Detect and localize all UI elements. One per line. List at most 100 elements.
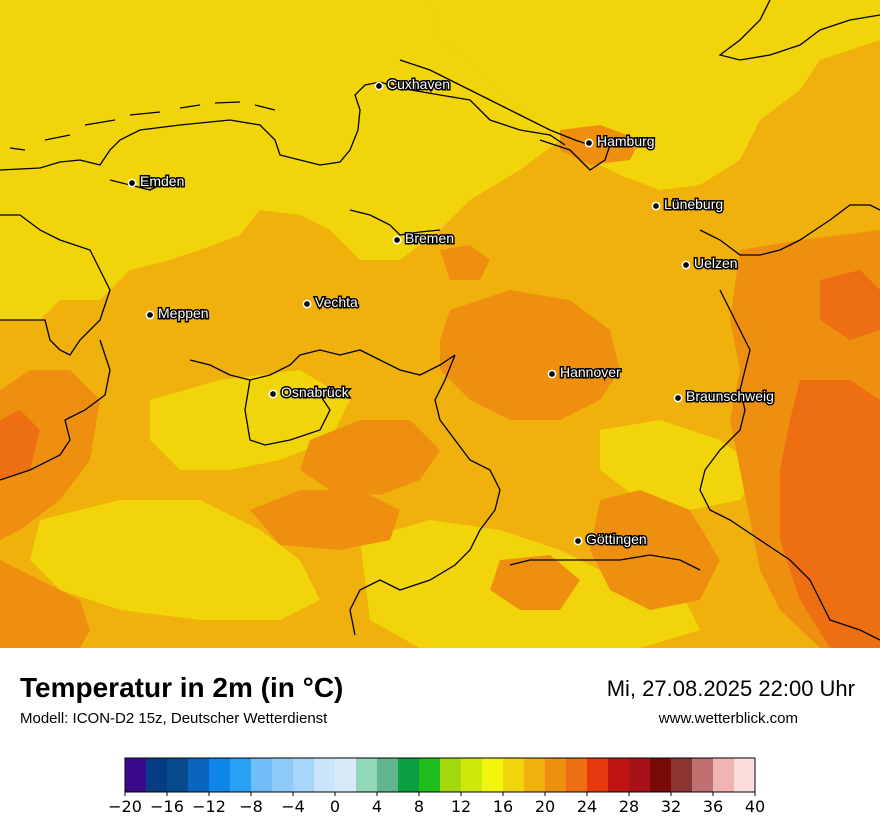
city-cuxhaven: Cuxhaven <box>374 75 452 94</box>
legend-swatch <box>692 758 714 792</box>
legend-swatch <box>146 758 168 792</box>
city-label: Vechta <box>315 294 358 310</box>
legend-swatch <box>419 758 441 792</box>
city-dot <box>681 260 691 270</box>
legend-tick-label: 28 <box>619 797 639 816</box>
city-dot <box>651 201 661 211</box>
website-link[interactable]: www.wetterblick.com <box>658 710 798 727</box>
legend-tick-label: −16 <box>150 797 184 816</box>
legend-swatch <box>482 758 504 792</box>
elbe-river <box>399 59 591 146</box>
legend-tick-label: 0 <box>330 797 340 816</box>
forecast-datetime: Mi, 27.08.2025 22:00 Uhr <box>606 676 855 701</box>
legend-tick-label: 8 <box>414 797 424 816</box>
city-label: Hamburg <box>597 133 655 149</box>
legend-tick-label: 32 <box>661 797 681 816</box>
city-vechta: Vechta <box>302 293 360 312</box>
model-source: Modell: ICON-D2 15z, Deutscher Wetterdie… <box>20 710 328 727</box>
map-canvas: Cuxhaven Hamburg Emden Lüneburg Bremen Uelzen… <box>0 0 880 648</box>
city-label: Lüneburg <box>664 196 723 212</box>
southeast-hot-zone <box>780 380 880 648</box>
city-meppen: Meppen <box>145 304 210 323</box>
legend-swatch <box>209 758 231 792</box>
temperature-map: Cuxhaven Hamburg Emden Lüneburg Bremen Uelzen… <box>0 0 880 648</box>
nrw-border-south <box>349 354 501 636</box>
northeast-zone <box>430 0 880 190</box>
central-south-zone <box>30 500 320 620</box>
legend-swatch <box>545 758 567 792</box>
hesse-border <box>509 554 701 571</box>
central-west-zone <box>150 370 350 470</box>
legend-tick-label: −4 <box>281 797 305 816</box>
legend-swatch <box>440 758 462 792</box>
east-frisian-islands <box>9 101 276 151</box>
city-label: Osnabrück <box>281 384 350 400</box>
political-borders <box>0 0 880 641</box>
legend-swatch <box>188 758 210 792</box>
legend-tick-label: 4 <box>372 797 382 816</box>
legend-tick-label: 16 <box>493 797 513 816</box>
city-label: Bremen <box>405 230 454 246</box>
legend-swatch <box>251 758 273 792</box>
legend-swatch <box>671 758 693 792</box>
hamburg-warm-zone <box>560 125 640 165</box>
legend-swatch <box>356 758 378 792</box>
central-warm-zone <box>250 490 400 550</box>
southwest-hot-spot <box>0 410 40 480</box>
legend-tick-label: −12 <box>192 797 226 816</box>
temperature-zone-24-26 <box>0 270 880 648</box>
southwest-warm-zone <box>0 370 100 540</box>
northeast-coast <box>718 0 880 61</box>
city-dot <box>673 393 683 403</box>
city-emden: Emden <box>127 172 186 191</box>
east-hot-spot <box>820 270 880 340</box>
south-warm-zone <box>490 555 580 610</box>
map-footer: Temperatur in 2m (in °C) Modell: ICON-D2… <box>0 648 880 830</box>
legend-frame <box>124 757 756 793</box>
legend-swatch <box>461 758 483 792</box>
city-osnabr-ck: Osnabrück <box>268 383 351 402</box>
city-hannover: Hannover <box>547 363 623 382</box>
nl-border <box>0 214 111 356</box>
city-label: Cuxhaven <box>387 76 450 92</box>
north-sea-zone <box>0 0 560 320</box>
legend-swatch <box>398 758 420 792</box>
city-hamburg: Hamburg <box>584 132 656 151</box>
city-dot <box>584 138 594 148</box>
legend-swatch <box>566 758 588 792</box>
southeast-warm-zone <box>590 490 720 610</box>
osnabrueck-loop <box>244 379 331 446</box>
temperature-zone-18-20 <box>0 0 880 648</box>
city-dot <box>392 235 402 245</box>
legend-swatch <box>335 758 357 792</box>
legend-swatch <box>650 758 672 792</box>
legend-tick-label: −8 <box>239 797 263 816</box>
city-uelzen: Uelzen <box>681 254 739 273</box>
legend-swatch <box>314 758 336 792</box>
legend-swatch <box>734 758 756 792</box>
city-markers: Cuxhaven Hamburg Emden Lüneburg Bremen Uelzen… <box>127 75 775 549</box>
east-state-border-south <box>699 289 880 641</box>
city-dot <box>547 369 557 379</box>
city-label: Hannover <box>560 364 621 380</box>
legend-tick-label: 40 <box>745 797 765 816</box>
legend-tick-label: 24 <box>577 797 597 816</box>
osnabrueck-warm-zone <box>300 420 440 495</box>
legend-swatch <box>272 758 294 792</box>
legend-tick-label: 20 <box>535 797 555 816</box>
legend-swatch <box>713 758 735 792</box>
color-scale-legend: −20 −16 −12 −8 −4 0 4 8 12 16 20 24 28 32 36 40 <box>108 757 765 816</box>
city-label: Meppen <box>158 305 209 321</box>
southwest-lower-zone <box>0 560 90 648</box>
legend-swatch <box>608 758 630 792</box>
coastline <box>0 81 566 171</box>
hannover-warm-zone <box>440 290 620 420</box>
ems-estuary <box>109 179 161 191</box>
city-dot <box>145 310 155 320</box>
hamburg-border <box>539 139 611 171</box>
legend-swatch <box>377 758 399 792</box>
city-label: Braunschweig <box>686 388 774 404</box>
city-l-neburg: Lüneburg <box>651 195 725 214</box>
legend-swatch <box>125 758 147 792</box>
city-label: Emden <box>140 173 184 189</box>
